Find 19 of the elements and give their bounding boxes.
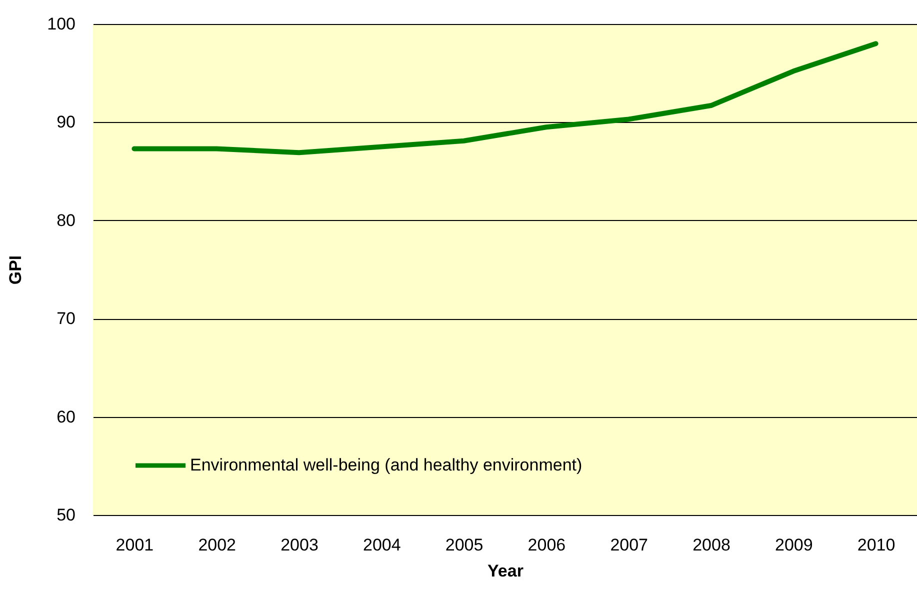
y-tick-label: 80 (56, 210, 76, 230)
y-tick-label: 100 (47, 14, 76, 34)
y-tick-label: 50 (56, 506, 76, 524)
x-tick-label: 2006 (528, 536, 566, 554)
legend-label: Environmental well-being (and healthy environment) (190, 456, 582, 474)
x-tick-label: 2010 (857, 536, 896, 554)
y-tick-label: 90 (56, 112, 76, 132)
x-tick-label: 2008 (692, 536, 730, 554)
x-axis-title: Year (488, 562, 524, 580)
x-tick-label: 2002 (198, 536, 236, 554)
x-tick-label: 2004 (362, 536, 401, 554)
x-tick-label: 2003 (280, 536, 318, 554)
x-tick-label: 2001 (116, 536, 154, 554)
y-tick-label: 70 (56, 309, 76, 328)
y-tick-label: 60 (56, 407, 76, 426)
y-axis-title: GPI (6, 255, 26, 285)
x-tick-label: 2009 (774, 536, 813, 554)
x-tick-label: 2007 (610, 536, 648, 554)
x-tick-label: 2005 (445, 536, 484, 554)
